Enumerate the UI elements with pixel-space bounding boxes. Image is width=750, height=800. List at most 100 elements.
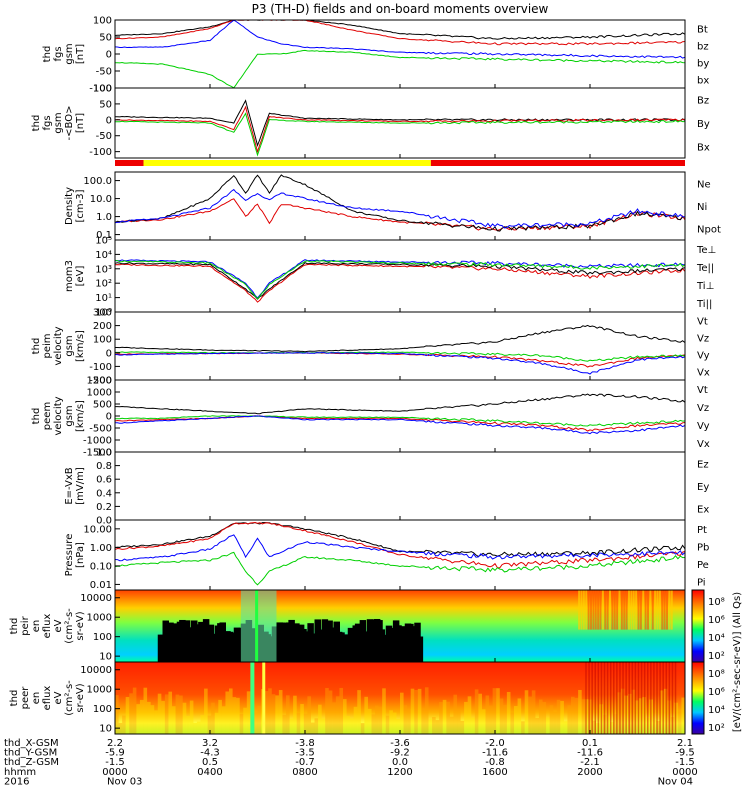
peir_en_eflux-ylabel: (cm²-s- bbox=[64, 608, 75, 644]
pressure-legend-1: Pb bbox=[697, 542, 709, 553]
peem_velocity-ytick-label: -1000 bbox=[83, 436, 112, 447]
peim_velocity-lines bbox=[115, 324, 685, 375]
xaxis-col-0-row-3: 0000 bbox=[102, 767, 127, 778]
mom_temperature-series-1 bbox=[115, 261, 685, 300]
density-ytick-label: 0.1 bbox=[96, 230, 112, 241]
fgs_gsm-legend-0: Bt bbox=[697, 25, 708, 36]
peim_velocity-legend-2: Vy bbox=[697, 351, 710, 362]
fgs_gsm_zoom-ylabel: thd bbox=[31, 115, 42, 132]
panel-region_bar bbox=[115, 160, 685, 166]
peem_velocity-ytick-label: -500 bbox=[89, 424, 112, 435]
electric_field-legend-0: Ez bbox=[697, 459, 709, 470]
peem_velocity-series-2 bbox=[115, 415, 685, 427]
fgs_gsm-series-2 bbox=[115, 49, 685, 88]
region_bar-segment-2 bbox=[430, 160, 685, 166]
pressure-series-2 bbox=[115, 551, 685, 586]
density-ytick-label: 100.0 bbox=[83, 176, 112, 187]
xaxis-col-3-row-2: 0.0 bbox=[392, 757, 408, 768]
density-legend-0: Ne bbox=[697, 179, 711, 190]
peem_velocity-ytick-label: 1000 bbox=[87, 388, 112, 399]
fgs_gsm_zoom-legend-1: By bbox=[697, 119, 710, 130]
colorbar-upper-tick: 10⁶ bbox=[708, 615, 725, 626]
xaxis-col-1-row-2: 0.5 bbox=[202, 757, 218, 768]
fgs_gsm-lines bbox=[115, 20, 685, 88]
panel-peer_en_eflux: 10000 1000 100 10 thd peer en eflux eV (cm²-s-sr-… bbox=[9, 661, 686, 735]
peer_en_eflux-cusp bbox=[250, 662, 255, 734]
xaxis-row-label-0: thd_X-GSM bbox=[4, 738, 59, 749]
peer_en_eflux-ytick-label: 1000 bbox=[87, 685, 112, 696]
peim_velocity-ylabel: gsm bbox=[64, 335, 75, 356]
fgs_gsm_zoom-ylabel: [nT] bbox=[75, 113, 86, 133]
xaxis-row-label-1: thd_Y-GSM bbox=[4, 748, 57, 759]
fgs_gsm-ytick-label: -50 bbox=[96, 67, 112, 78]
peem_velocity-ylabel: peem bbox=[42, 402, 53, 430]
peir_en_eflux-ylabel: thd bbox=[9, 618, 20, 635]
density-ytick-label: 1.0 bbox=[96, 212, 112, 223]
colorbar-lower-tick: 10² bbox=[708, 723, 725, 734]
xaxis-col-4-row-1: -11.6 bbox=[482, 748, 508, 759]
mom_temperature-ylabel: mom3 bbox=[64, 260, 75, 292]
peer_en_eflux-ylabel: sr-eV) bbox=[75, 683, 86, 712]
mom_temperature-ytick-label: 10⁴ bbox=[95, 250, 112, 261]
peim_velocity-bg bbox=[115, 312, 685, 380]
panel-peir_en_eflux: 10000 1000 100 10 thd peir en eflux eV (cm²-s-sr-… bbox=[9, 589, 686, 663]
mom_temperature-series-0 bbox=[115, 263, 685, 303]
fgs_gsm-series-1 bbox=[115, 20, 685, 46]
peim_velocity-ylabel: [km/s] bbox=[75, 330, 86, 362]
density-ylabel: [cm-3] bbox=[75, 189, 86, 222]
xaxis-col-5-row-3: 2000 bbox=[577, 767, 602, 778]
xaxis-col-4-row-3: 1600 bbox=[482, 767, 507, 778]
mom_temperature-ytick-label: 10⁰ bbox=[95, 308, 112, 319]
mom_temperature-legend-0: Te⊥ bbox=[696, 245, 716, 256]
peim_velocity-legend-1: Vz bbox=[697, 334, 709, 345]
peim_velocity-legend-0: Vt bbox=[697, 317, 708, 328]
peem_velocity-ylabel: [km/s] bbox=[75, 400, 86, 432]
peim_velocity-legend-3: Vx bbox=[697, 368, 710, 379]
fgs_gsm_zoom-ytick-label: 50 bbox=[99, 99, 112, 110]
density-series-1 bbox=[115, 174, 685, 232]
density-series-2 bbox=[115, 188, 685, 229]
fgs_gsm_zoom-ytick-label: 0 bbox=[106, 115, 112, 126]
peem_velocity-series-0 bbox=[115, 393, 685, 415]
pressure-ytick-label: 0.01 bbox=[90, 580, 112, 591]
xaxis-col-0-row-0: 2.2 bbox=[107, 738, 123, 749]
density-lines bbox=[115, 174, 685, 232]
fgs_gsm-ytick-label: 50 bbox=[99, 33, 112, 44]
peer_en_eflux-ylabel: eV bbox=[53, 691, 64, 704]
pressure-ylabel: [nPa] bbox=[75, 542, 86, 568]
peem_velocity-ytick-label: 1500 bbox=[87, 376, 112, 387]
fgs_gsm-ytick-label: -100 bbox=[89, 84, 112, 95]
peer_en_eflux-ytick-label: 10000 bbox=[80, 665, 112, 676]
xaxis-col-6-row-4: Nov 04 bbox=[658, 776, 693, 787]
xaxis-col-3-row-0: -3.6 bbox=[390, 738, 410, 749]
peim_velocity-ytick-label: 0 bbox=[106, 348, 112, 359]
peim_velocity-ytick-label: 300 bbox=[93, 308, 112, 319]
colorbar-upper-tick: 10⁴ bbox=[708, 633, 725, 644]
peer_en_eflux-ytick-label: 100 bbox=[93, 704, 112, 715]
peer_en_eflux-spectrogram bbox=[115, 662, 685, 734]
electric_field-ylabel: [mV/m] bbox=[75, 467, 86, 505]
xaxis-col-1-row-0: 3.2 bbox=[202, 738, 218, 749]
panel-mom_temperature: 10⁵ 10⁴ 10³ 10² 10¹ 10⁰ mom3 [eV] Te⊥ Te|| Ti⊥ Ti|| bbox=[64, 236, 716, 319]
xaxis-row-label-4: 2016 bbox=[4, 776, 29, 787]
fgs_gsm-ytick-label: 100 bbox=[93, 16, 112, 27]
xaxis-col-6-row-3: 0000 bbox=[672, 767, 697, 778]
peir_en_eflux-ytick-label: 10 bbox=[99, 652, 112, 663]
fgs_gsm_zoom-ytick-label: -100 bbox=[89, 147, 112, 158]
peer_en_eflux-ylabel: thd bbox=[9, 690, 20, 707]
fgs_gsm_zoom-ylabel: -<BO> bbox=[64, 106, 75, 141]
electric_field-bg bbox=[115, 452, 685, 520]
fgs_gsm_zoom-legend-0: Bz bbox=[697, 96, 709, 107]
fgs_gsm-legend-1: bz bbox=[697, 42, 709, 53]
region_bar-segment-0 bbox=[115, 160, 144, 166]
electric_field-ylabel: E=-VxB bbox=[64, 467, 75, 504]
peir_en_eflux-ylabel: eV bbox=[53, 619, 64, 632]
peer_en_eflux-ylabel: eflux bbox=[42, 686, 53, 711]
xaxis-col-4-row-0: -2.0 bbox=[485, 738, 505, 749]
fgs_gsm-series-0 bbox=[115, 20, 685, 40]
fgs_gsm-ylabel: thd bbox=[42, 46, 53, 63]
xaxis-col-1-row-3: 0400 bbox=[197, 767, 222, 778]
panel-fgs_gsm: 100 50 0 -50 -100 thd fgs gsm [nT] Bt bz by bx bbox=[42, 16, 709, 95]
electric_field-ytick-label: 0.2 bbox=[96, 502, 112, 513]
fgs_gsm-legend-3: bx bbox=[697, 76, 709, 87]
